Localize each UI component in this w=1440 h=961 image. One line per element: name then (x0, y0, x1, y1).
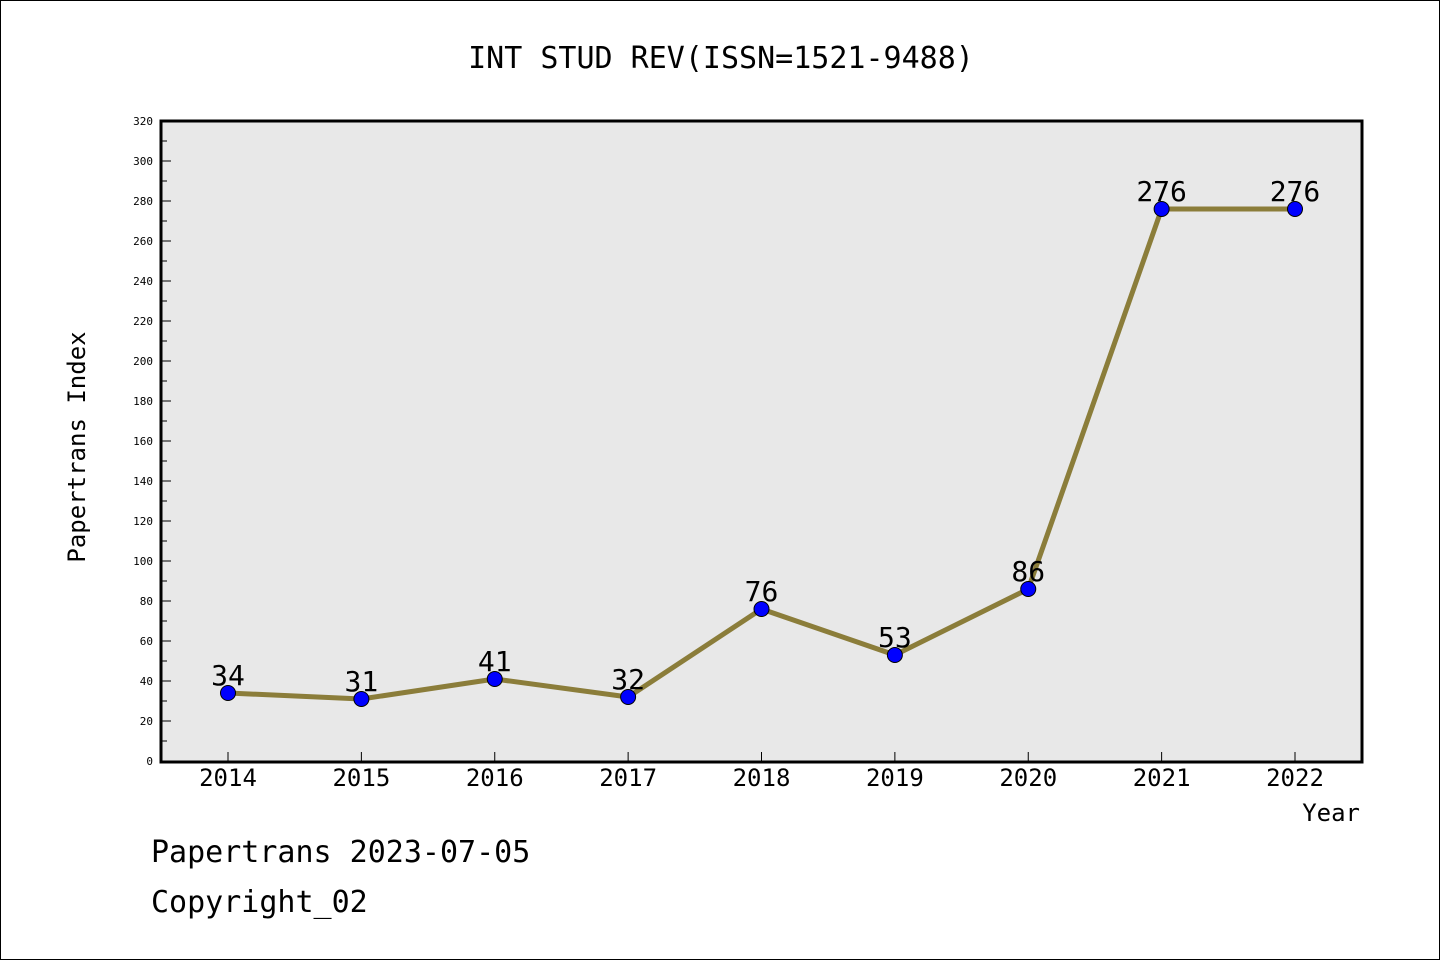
y-tick-label: 20 (140, 715, 153, 728)
x-tick-label: 2022 (1266, 764, 1324, 792)
y-tick-label: 100 (133, 555, 153, 568)
plot-area (161, 121, 1362, 762)
data-point (1020, 581, 1037, 597)
data-point (1287, 201, 1303, 217)
y-tick-label: 280 (133, 195, 153, 208)
x-tick-label: 2019 (866, 764, 924, 792)
x-tick-label: 2021 (1133, 764, 1191, 792)
chart-title: INT STUD REV(ISSN=1521-9488) (468, 41, 974, 76)
y-tick-label: 300 (133, 155, 153, 168)
data-point (753, 601, 770, 617)
y-tick-label: 240 (133, 275, 153, 288)
y-tick-label: 180 (133, 395, 153, 408)
x-tick-label: 2014 (199, 764, 257, 792)
data-point (220, 685, 236, 701)
y-tick-label: 120 (133, 515, 153, 528)
data-point (886, 647, 903, 663)
y-axis-label: Papertrans Index (63, 331, 91, 562)
x-tick-label: 2016 (466, 764, 524, 792)
x-tick-label: 2020 (999, 764, 1057, 792)
data-point (620, 689, 637, 705)
x-tick-label: 2015 (332, 764, 390, 792)
x-tick-label: 2017 (599, 764, 657, 792)
y-tick-label: 40 (140, 675, 153, 688)
y-tick-label: 140 (133, 475, 153, 488)
data-label: 276 (1136, 175, 1187, 208)
y-tick-label: 320 (133, 115, 153, 128)
y-tick-label: 160 (133, 435, 153, 448)
data-point (486, 671, 503, 687)
footer-copyright: Copyright_02 (151, 885, 368, 920)
y-axis: 0 20 40 60 80 100 120 140 160 180 200 220 240 260 280 3… (133, 115, 171, 768)
y-tick-label: 260 (133, 235, 153, 248)
data-label: 41 (478, 645, 512, 678)
y-tick-label: 0 (146, 755, 153, 768)
y-tick-label: 80 (140, 595, 153, 608)
data-label: 31 (345, 665, 379, 698)
data-label: 86 (1011, 555, 1045, 588)
x-tick-label: 2018 (733, 764, 791, 792)
y-tick-label: 200 (133, 355, 153, 368)
x-axis-label: Year (1302, 799, 1360, 827)
data-point (1153, 201, 1170, 217)
data-label: 276 (1270, 175, 1321, 208)
x-axis: 2014 2015 2016 2017 2018 2019 2020 2021 2022 (199, 752, 1324, 792)
data-label: 53 (878, 621, 912, 654)
footer-date: Papertrans 2023-07-05 (151, 835, 531, 870)
data-label: 34 (211, 659, 245, 692)
data-label: 76 (745, 575, 779, 608)
y-tick-label: 60 (140, 635, 153, 648)
data-labels: 34 31 41 32 76 53 86 276 276 (211, 175, 1320, 698)
data-label: 32 (611, 663, 645, 696)
data-points (220, 201, 1303, 707)
data-point (353, 691, 370, 707)
y-tick-label: 220 (133, 315, 153, 328)
plot-border (159, 119, 1364, 764)
